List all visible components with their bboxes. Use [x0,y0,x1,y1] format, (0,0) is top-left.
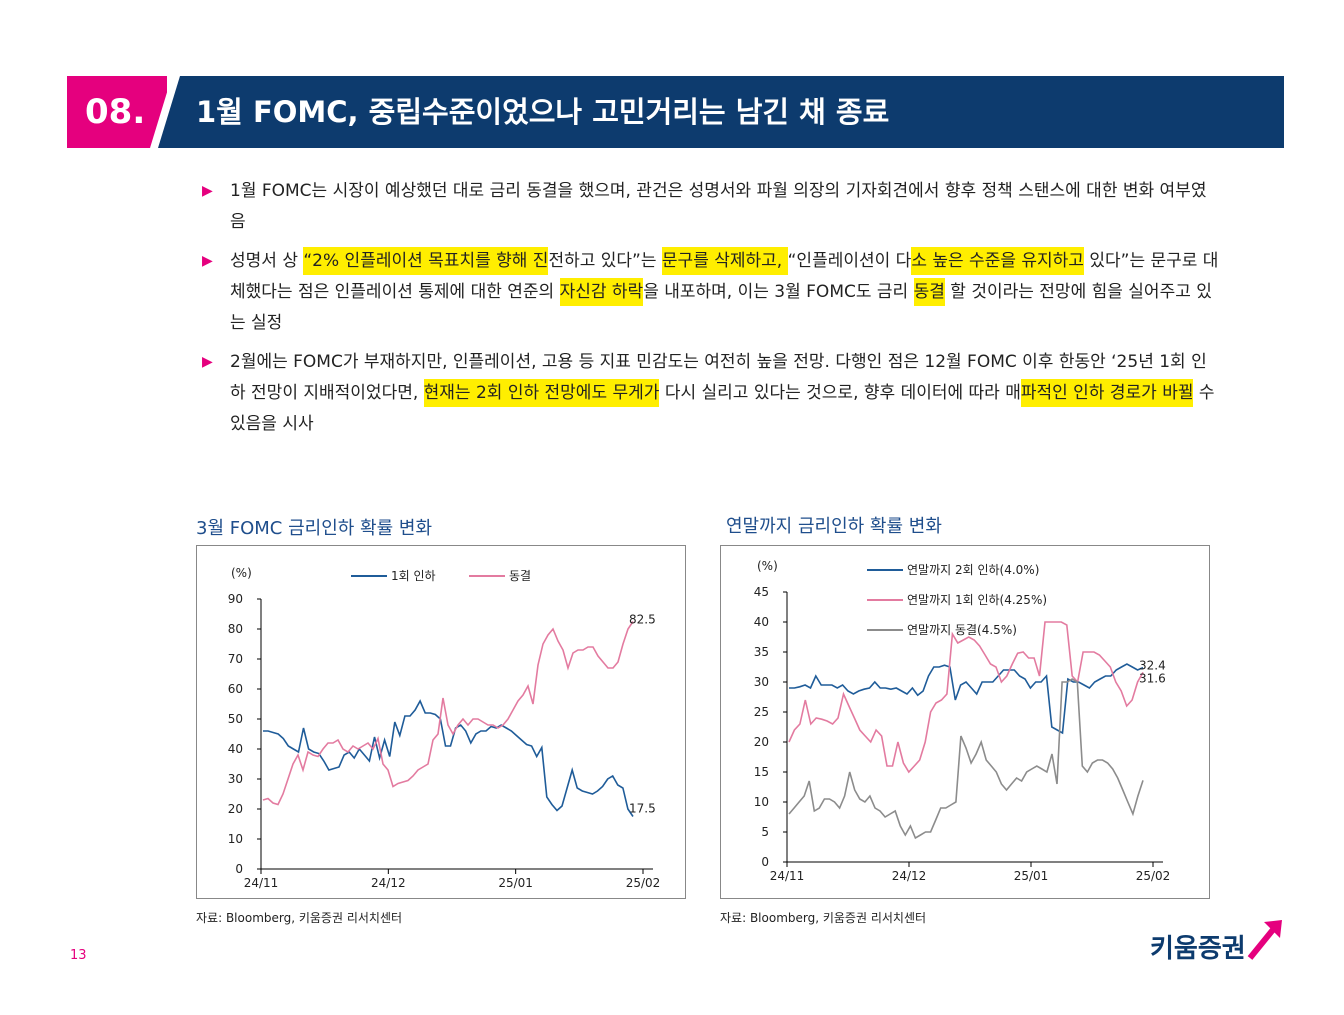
chart2-svg: 0 5 10 15 20 25 30 35 40 45 (%) 24/11 24/12 25/01 25/0… [754,535,1171,883]
x-tick-label: 25/02 [1136,869,1171,883]
y-tick-label: 10 [754,795,769,809]
y-axis-unit: (%) [757,559,778,573]
legend-label: 연말까지 동결(4.5%) [907,623,1017,637]
series-line [788,678,1144,840]
x-tick-label: 25/02 [626,876,661,890]
highlighted-text: 동결 [913,278,945,306]
bullet-item: ▶ 1월 FOMC는 시장이 예상했던 대로 금리 동결을 했으며, 관건은 성명… [200,176,1220,238]
bullet-text: 있다”는 문구로 대체했다는 점은 인플레이션 통제에 대한 연준의 [230,251,1219,302]
legend-label: 연말까지 1회 인하(4.25%) [907,593,1047,607]
bullet-text: 을 내포하며, 이는 3월 FOMC도 금리 [643,282,914,302]
legend-label: 1회 인하 [391,569,436,583]
bullet-text: 2월에는 FOMC가 부재하지만, 인플레이션, 고용 등 지표 민감도는 여전… [230,352,1207,403]
bullet-text: 전하고 있다”는 [548,251,662,271]
company-logo: 키움증권 [1150,918,1290,968]
bullet-text: “인플레이션이 다 [787,251,912,271]
logo-text: 키움증권 [1150,934,1246,964]
end-value-label: 82.5 [629,613,656,627]
chart2-box: 0 5 10 15 20 25 30 35 40 45 (%) 24/11 24/12 25/01 25/0… [720,535,1210,899]
highlighted-text: 자신감 하락 [559,278,644,306]
highlighted-text: 파적인 인하 경로가 바뀔 [1020,379,1194,407]
header-bar [150,76,1284,148]
y-tick-label: 60 [228,682,243,696]
y-tick-label: 10 [228,832,243,846]
chart1-title: 3월 FOMC 금리인하 확률 변화 [196,518,432,539]
page-title: 1월 FOMC, 중립수준이었으나 고민거리는 남긴 채 종료 [196,95,890,129]
y-tick-label: 15 [754,765,769,779]
bullet-list: ▶ 1월 FOMC는 시장이 예상했던 대로 금리 동결을 했으며, 관건은 성명… [200,176,1220,448]
x-tick-label: 24/11 [244,876,279,890]
y-tick-label: 35 [754,645,769,659]
chart2-title: 연말까지 금리인하 확률 변화 [726,516,942,537]
legend-label: 동결 [509,569,531,583]
highlighted-text: 소 높은 수준을 유지하고 [911,247,1084,275]
highlighted-text: 현재는 2회 인하 전망에도 무게가 [423,379,660,407]
y-axis-unit: (%) [231,566,252,580]
bullet-text: 다시 실리고 있다는 것으로, 향후 데이터에 따라 매 [659,383,1021,403]
x-tick-label: 24/11 [770,869,805,883]
y-tick-label: 90 [228,592,243,606]
section-number: 08. [67,76,167,148]
highlighted-text: “2% 인플레이션 목표치를 향해 진 [303,247,549,275]
y-tick-label: 25 [754,705,769,719]
bullet-item: ▶ 2월에는 FOMC가 부재하지만, 인플레이션, 고용 등 지표 민감도는 여… [200,347,1220,440]
x-tick-label: 24/12 [371,876,406,890]
y-tick-label: 0 [761,855,769,869]
highlighted-text: 문구를 삭제하고, [661,247,788,275]
y-tick-label: 5 [761,825,769,839]
end-value-label: 13.6 [1139,546,1166,549]
series-line [262,621,634,806]
bullet-text: 수 있음을 시사 [230,383,1215,434]
bullet-text: 성명서 상 [230,251,304,271]
y-tick-label: 40 [754,615,769,629]
bullet-text: 할 것이라는 전망에 힘을 실어주고 있는 실정 [230,282,1212,333]
page-number: 13 [70,948,87,963]
series-line [789,663,1144,735]
chart1-source: 자료: Bloomberg, 키움증권 리서치센터 [196,911,403,925]
series-line [788,621,1144,774]
bullet-text: 1월 FOMC는 시장이 예상했던 대로 금리 동결을 했으며, 관건은 성명서… [230,181,1207,232]
y-tick-label: 70 [228,652,243,666]
x-tick-label: 25/01 [498,876,533,890]
y-tick-label: 30 [228,772,243,786]
series-line [263,699,634,817]
end-value-label: 32.4 [1139,659,1166,673]
y-tick-label: 0 [235,862,243,876]
y-tick-label: 50 [228,712,243,726]
y-tick-label: 20 [228,802,243,816]
x-tick-label: 24/12 [892,869,927,883]
chart2-source: 자료: Bloomberg, 키움증권 리서치센터 [720,911,927,925]
end-value-label: 17.5 [629,802,656,816]
y-tick-label: 45 [754,585,769,599]
y-tick-label: 20 [754,735,769,749]
chart1-box: 0 10 20 30 40 50 60 70 80 90 (%) 24/11 24/12 25/01 25/… [196,545,686,899]
bullet-item: ▶ 성명서 상 “2% 인플레이션 목표치를 향해 진전하고 있다”는 문구를 삭… [200,246,1220,339]
bullet-arrow-icon: ▶ [202,354,213,370]
bullet-arrow-icon: ▶ [202,183,213,199]
logo-arrow-icon [1247,920,1282,960]
y-tick-label: 40 [228,742,243,756]
chart1-svg: 0 10 20 30 40 50 60 70 80 90 (%) 24/11 24/12 25/01 25/… [228,566,661,890]
y-tick-label: 30 [754,675,769,689]
x-tick-label: 25/01 [1014,869,1049,883]
y-tick-label: 80 [228,622,243,636]
legend-label: 연말까지 2회 인하(4.0%) [907,563,1039,577]
end-value-label: 31.6 [1139,671,1166,685]
bullet-arrow-icon: ▶ [202,253,213,269]
